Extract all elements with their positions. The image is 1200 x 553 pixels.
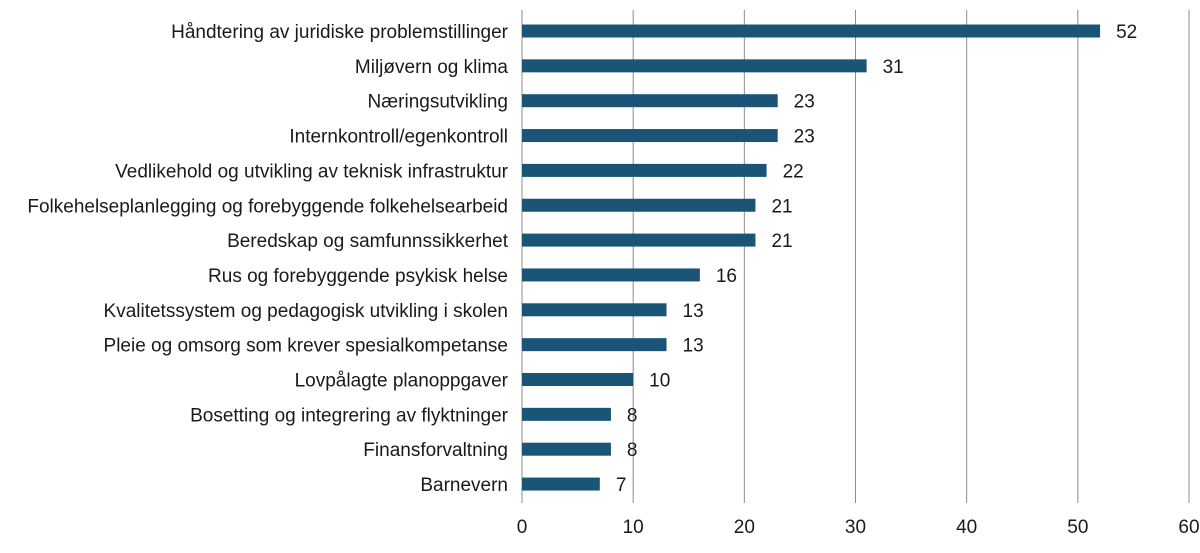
data-label: 22 <box>783 161 804 182</box>
bar <box>522 407 611 421</box>
category-label: Barnevern <box>420 475 508 496</box>
bar <box>522 373 634 386</box>
data-label: 52 <box>1116 22 1137 43</box>
data-label: 7 <box>616 475 627 496</box>
x-tick-label: 50 <box>1067 517 1088 538</box>
data-label: 23 <box>794 92 815 113</box>
x-tick-label: 60 <box>1178 517 1199 538</box>
x-tick-label: 40 <box>956 517 977 538</box>
category-label: Rus og forebyggende psykisk helse <box>208 266 508 287</box>
category-label: Pleie og omsorg som krever spesialkompet… <box>104 336 508 357</box>
bar <box>522 59 867 73</box>
category-label: Miljøvern og klima <box>355 57 509 78</box>
bar <box>522 94 778 108</box>
category-label: Vedlikehold og utvikling av teknisk infr… <box>115 161 509 182</box>
data-label: 16 <box>716 266 737 287</box>
bar <box>522 442 611 456</box>
bar <box>522 129 778 143</box>
data-label: 31 <box>883 57 904 78</box>
bar <box>522 303 667 317</box>
data-label: 23 <box>794 127 815 148</box>
category-label: Næringsutvikling <box>368 92 508 113</box>
category-label: Håndtering av juridiske problemstillinge… <box>171 22 509 43</box>
x-tick-label: 20 <box>734 517 755 538</box>
bar <box>522 163 767 177</box>
data-label: 10 <box>649 371 670 392</box>
data-label: 13 <box>683 301 704 322</box>
data-label: 8 <box>627 405 638 426</box>
category-label: Folkehelseplanlegging og forebyggende fo… <box>27 196 508 217</box>
bar <box>522 24 1101 38</box>
category-label: Bosetting og integrering av flyktninger <box>190 405 509 426</box>
x-tick-label: 0 <box>517 517 528 538</box>
data-label: 21 <box>771 196 792 217</box>
category-label: Kvalitetssystem og pedagogisk utvikling … <box>104 301 508 322</box>
category-label: Internkontroll/egenkontroll <box>289 127 508 148</box>
bar <box>522 268 700 282</box>
bar <box>522 477 600 491</box>
bar <box>522 233 756 247</box>
data-label: 21 <box>771 231 792 252</box>
category-label: Finansforvaltning <box>363 440 508 461</box>
bar <box>522 338 667 352</box>
x-tick-label: 30 <box>845 517 866 538</box>
bar <box>522 198 756 212</box>
x-tick-label: 10 <box>623 517 644 538</box>
data-label: 13 <box>683 336 704 357</box>
category-label: Lovpålagte planoppgaver <box>295 371 509 392</box>
data-label: 8 <box>627 440 638 461</box>
category-label: Beredskap og samfunnssikkerhet <box>227 231 509 252</box>
